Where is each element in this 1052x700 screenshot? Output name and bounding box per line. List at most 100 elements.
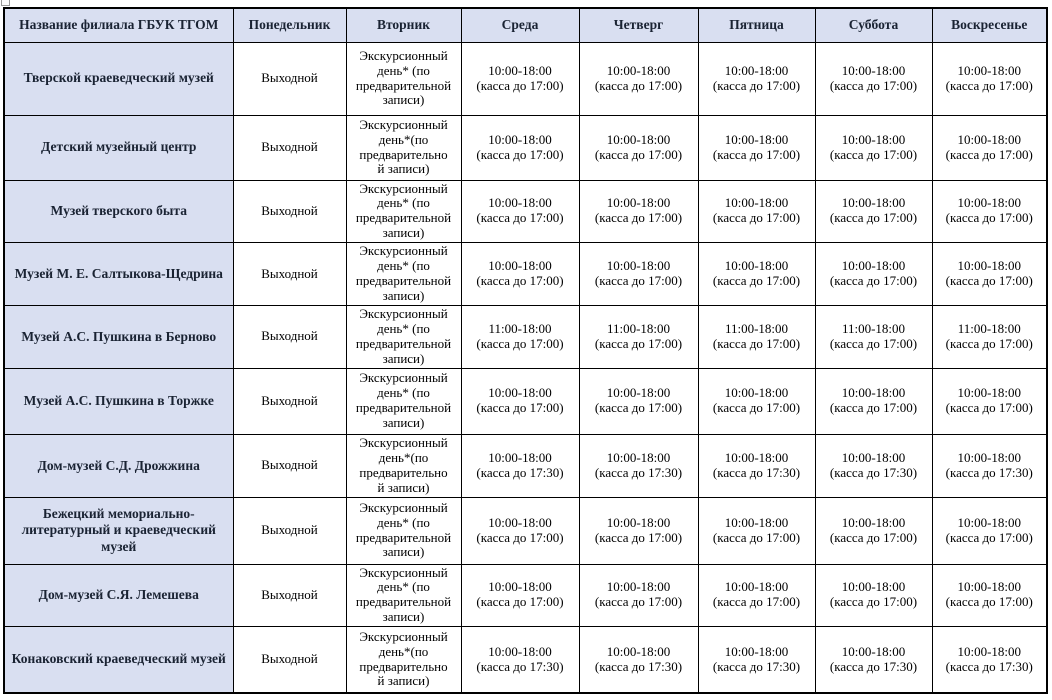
column-header-day: Вторник: [345, 7, 462, 43]
opening-hours-cell: 10:00-18:00 (касса до 17:00): [931, 367, 1048, 435]
opening-hours-cell: 10:00-18:00 (касса до 17:30): [460, 626, 580, 694]
day-off-cell: Выходной: [232, 433, 347, 498]
opening-hours-cell: 10:00-18:00 (касса до 17:00): [578, 179, 699, 244]
table-row: Дом-музей С.Д. Дрожжина Выходной Экскурсио…: [3, 433, 1048, 498]
excursion-day-cell: Экскурсионный день*(по предварительно й …: [345, 626, 462, 694]
column-header-day: Четверг: [578, 7, 699, 43]
opening-hours-cell: 10:00-18:00 (касса до 17:30): [697, 626, 816, 694]
day-off-cell: Выходной: [232, 242, 347, 306]
museum-name-cell: Музей тверского быта: [3, 179, 234, 244]
opening-hours-cell: 10:00-18:00 (касса до 17:30): [931, 626, 1048, 694]
day-off-cell: Выходной: [232, 367, 347, 435]
opening-hours-cell: 10:00-18:00 (касса до 17:00): [814, 41, 933, 116]
opening-hours-cell: 10:00-18:00 (касса до 17:00): [578, 242, 699, 306]
opening-hours-cell: 10:00-18:00 (касса до 17:00): [697, 563, 816, 628]
opening-hours-cell: 10:00-18:00 (касса до 17:00): [931, 114, 1048, 181]
museum-name-cell: Музей А.С. Пушкина в Берново: [3, 305, 234, 369]
museum-name-cell: Тверской краеведческий музей: [3, 41, 234, 116]
schedule-table: Название филиала ГБУК ТГОМ Понедельник Вто…: [3, 7, 1048, 694]
opening-hours-cell: 10:00-18:00 (касса до 17:30): [578, 626, 699, 694]
opening-hours-cell: 11:00-18:00 (касса до 17:00): [697, 305, 816, 369]
column-header-day: Воскресенье: [931, 7, 1048, 43]
opening-hours-cell: 10:00-18:00 (касса до 17:00): [460, 563, 580, 628]
opening-hours-cell: 10:00-18:00 (касса до 17:00): [814, 242, 933, 306]
excursion-day-cell: Экскурсионный день* (по предварительной …: [345, 496, 462, 565]
opening-hours-cell: 10:00-18:00 (касса до 17:00): [931, 242, 1048, 306]
table-body: Тверской краеведческий музей Выходной Экск…: [3, 41, 1048, 694]
column-header-day: Понедельник: [232, 7, 347, 43]
opening-hours-cell: 10:00-18:00 (касса до 17:30): [460, 433, 580, 498]
opening-hours-cell: 10:00-18:00 (касса до 17:00): [814, 179, 933, 244]
excursion-day-cell: Экскурсионный день* (по предварительной …: [345, 305, 462, 369]
opening-hours-cell: 10:00-18:00 (касса до 17:00): [460, 41, 580, 116]
table-row: Конаковский краеведческий музей Выходной Э…: [3, 626, 1048, 694]
day-off-cell: Выходной: [232, 626, 347, 694]
day-off-cell: Выходной: [232, 305, 347, 369]
opening-hours-cell: 10:00-18:00 (касса до 17:00): [931, 496, 1048, 565]
opening-hours-cell: 10:00-18:00 (касса до 17:00): [460, 179, 580, 244]
opening-hours-cell: 10:00-18:00 (касса до 17:00): [814, 563, 933, 628]
opening-hours-cell: 10:00-18:00 (касса до 17:00): [460, 367, 580, 435]
excursion-day-cell: Экскурсионный день* (по предварительной …: [345, 179, 462, 244]
opening-hours-cell: 10:00-18:00 (касса до 17:30): [814, 626, 933, 694]
museum-name-cell: Музей М. Е. Салтыкова-Щедрина: [3, 242, 234, 306]
day-off-cell: Выходной: [232, 114, 347, 181]
column-header-day: Пятница: [697, 7, 816, 43]
opening-hours-cell: 10:00-18:00 (касса до 17:00): [460, 242, 580, 306]
table-row: Музей А.С. Пушкина в Торжке Выходной Экску…: [3, 367, 1048, 435]
day-off-cell: Выходной: [232, 41, 347, 116]
opening-hours-cell: 10:00-18:00 (касса до 17:30): [814, 433, 933, 498]
opening-hours-cell: 10:00-18:00 (касса до 17:00): [460, 114, 580, 181]
column-header-museum-name: Название филиала ГБУК ТГОМ: [3, 7, 234, 43]
excursion-day-cell: Экскурсионный день*(по предварительно й …: [345, 433, 462, 498]
museum-name-cell: Музей А.С. Пушкина в Торжке: [3, 367, 234, 435]
opening-hours-cell: 10:00-18:00 (касса до 17:00): [931, 179, 1048, 244]
opening-hours-cell: 10:00-18:00 (касса до 17:00): [697, 242, 816, 306]
table-row: Музей А.С. Пушкина в Берново Выходной Экск…: [3, 305, 1048, 369]
table-header: Название филиала ГБУК ТГОМ Понедельник Вто…: [3, 7, 1048, 43]
opening-hours-cell: 10:00-18:00 (касса до 17:00): [814, 367, 933, 435]
museum-name-cell: Дом-музей С.Д. Дрожжина: [3, 433, 234, 498]
opening-hours-cell: 10:00-18:00 (касса до 17:00): [814, 496, 933, 565]
opening-hours-cell: 10:00-18:00 (касса до 17:00): [697, 114, 816, 181]
table-row: Музей тверского быта Выходной Экскурсионны…: [3, 179, 1048, 244]
day-off-cell: Выходной: [232, 496, 347, 565]
opening-hours-cell: 10:00-18:00 (касса до 17:00): [578, 563, 699, 628]
table-row: Тверской краеведческий музей Выходной Экск…: [3, 41, 1048, 116]
opening-hours-cell: 10:00-18:00 (касса до 17:00): [697, 41, 816, 116]
excursion-day-cell: Экскурсионный день* (по предварительной …: [345, 563, 462, 628]
opening-hours-cell: 10:00-18:00 (касса до 17:00): [578, 114, 699, 181]
excursion-day-cell: Экскурсионный день* (по предварительной …: [345, 242, 462, 306]
day-off-cell: Выходной: [232, 179, 347, 244]
museum-name-cell: Бежецкий мемориально- литературный и кра…: [3, 496, 234, 565]
table-move-handle-icon[interactable]: [1, 0, 10, 6]
excursion-day-cell: Экскурсионный день* (по предварительной …: [345, 367, 462, 435]
opening-hours-cell: 11:00-18:00 (касса до 17:00): [460, 305, 580, 369]
table-row: Детский музейный центр Выходной Экскурсион…: [3, 114, 1048, 181]
table-row: Бежецкий мемориально- литературный и кра…: [3, 496, 1048, 565]
day-off-cell: Выходной: [232, 563, 347, 628]
museum-name-cell: Дом-музей С.Я. Лемешева: [3, 563, 234, 628]
opening-hours-cell: 10:00-18:00 (касса до 17:00): [931, 563, 1048, 628]
opening-hours-cell: 10:00-18:00 (касса до 17:00): [697, 367, 816, 435]
column-header-day: Суббота: [814, 7, 933, 43]
opening-hours-cell: 10:00-18:00 (касса до 17:00): [578, 41, 699, 116]
opening-hours-cell: 11:00-18:00 (касса до 17:00): [814, 305, 933, 369]
opening-hours-cell: 10:00-18:00 (касса до 17:30): [931, 433, 1048, 498]
opening-hours-cell: 10:00-18:00 (касса до 17:00): [697, 496, 816, 565]
excursion-day-cell: Экскурсионный день*(по предварительно й …: [345, 114, 462, 181]
opening-hours-cell: 11:00-18:00 (касса до 17:00): [578, 305, 699, 369]
opening-hours-cell: 10:00-18:00 (касса до 17:30): [697, 433, 816, 498]
opening-hours-cell: 10:00-18:00 (касса до 17:00): [931, 41, 1048, 116]
opening-hours-cell: 10:00-18:00 (касса до 17:00): [814, 114, 933, 181]
opening-hours-cell: 10:00-18:00 (касса до 17:30): [578, 433, 699, 498]
museum-name-cell: Конаковский краеведческий музей: [3, 626, 234, 694]
opening-hours-cell: 11:00-18:00 (касса до 17:00): [931, 305, 1048, 369]
museum-name-cell: Детский музейный центр: [3, 114, 234, 181]
opening-hours-cell: 10:00-18:00 (касса до 17:00): [578, 496, 699, 565]
opening-hours-cell: 10:00-18:00 (касса до 17:00): [697, 179, 816, 244]
table-row: Дом-музей С.Я. Лемешева Выходной Экскурсио…: [3, 563, 1048, 628]
excursion-day-cell: Экскурсионный день* (по предварительной …: [345, 41, 462, 116]
column-header-day: Среда: [460, 7, 580, 43]
